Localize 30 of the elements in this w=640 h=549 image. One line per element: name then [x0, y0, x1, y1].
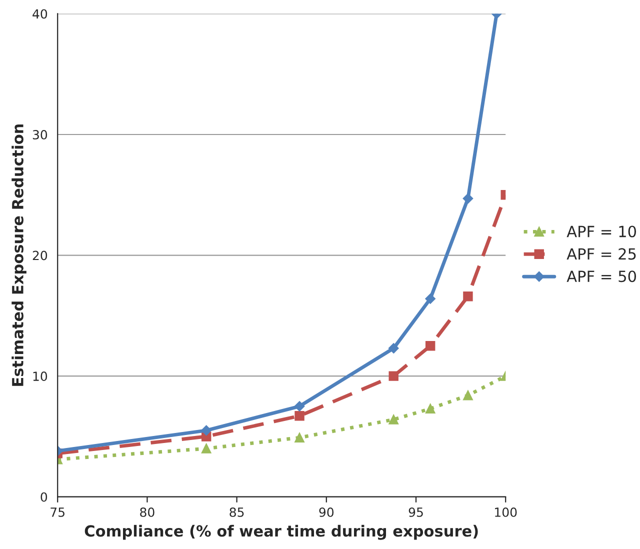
point	[201, 444, 212, 454]
point	[463, 390, 473, 400]
x-tick-label: 85	[230, 507, 244, 517]
point	[294, 401, 305, 412]
x-tick-label: 95	[408, 507, 423, 517]
y-tick-label: 30	[32, 130, 48, 140]
x-axis-title: Compliance (% of wear time during exposure)	[84, 524, 478, 540]
point	[425, 341, 436, 351]
legend-label: APF = 50	[566, 270, 636, 282]
point	[388, 343, 399, 354]
x-tick-label: 80	[140, 507, 154, 517]
y-tick-label: 0	[40, 492, 48, 502]
point	[463, 291, 473, 302]
legend-label: APF = 25	[566, 248, 636, 260]
y-axis-title: Estimated Exposure Reduction	[12, 124, 26, 386]
point	[388, 414, 398, 424]
y-tick-label: 40	[32, 9, 48, 19]
x-tick-label: 75	[50, 508, 64, 517]
legend-label: APF = 10	[566, 226, 636, 238]
point	[388, 371, 398, 381]
point	[294, 411, 304, 421]
y-tick-label: 20	[32, 250, 48, 260]
y-tick-label: 10	[33, 372, 48, 381]
point	[462, 193, 474, 204]
point	[294, 432, 304, 443]
point	[425, 294, 436, 304]
x-tick-label: 90	[319, 507, 334, 517]
point	[201, 425, 212, 436]
x-tick-label: 100	[495, 507, 517, 517]
point	[425, 404, 436, 414]
